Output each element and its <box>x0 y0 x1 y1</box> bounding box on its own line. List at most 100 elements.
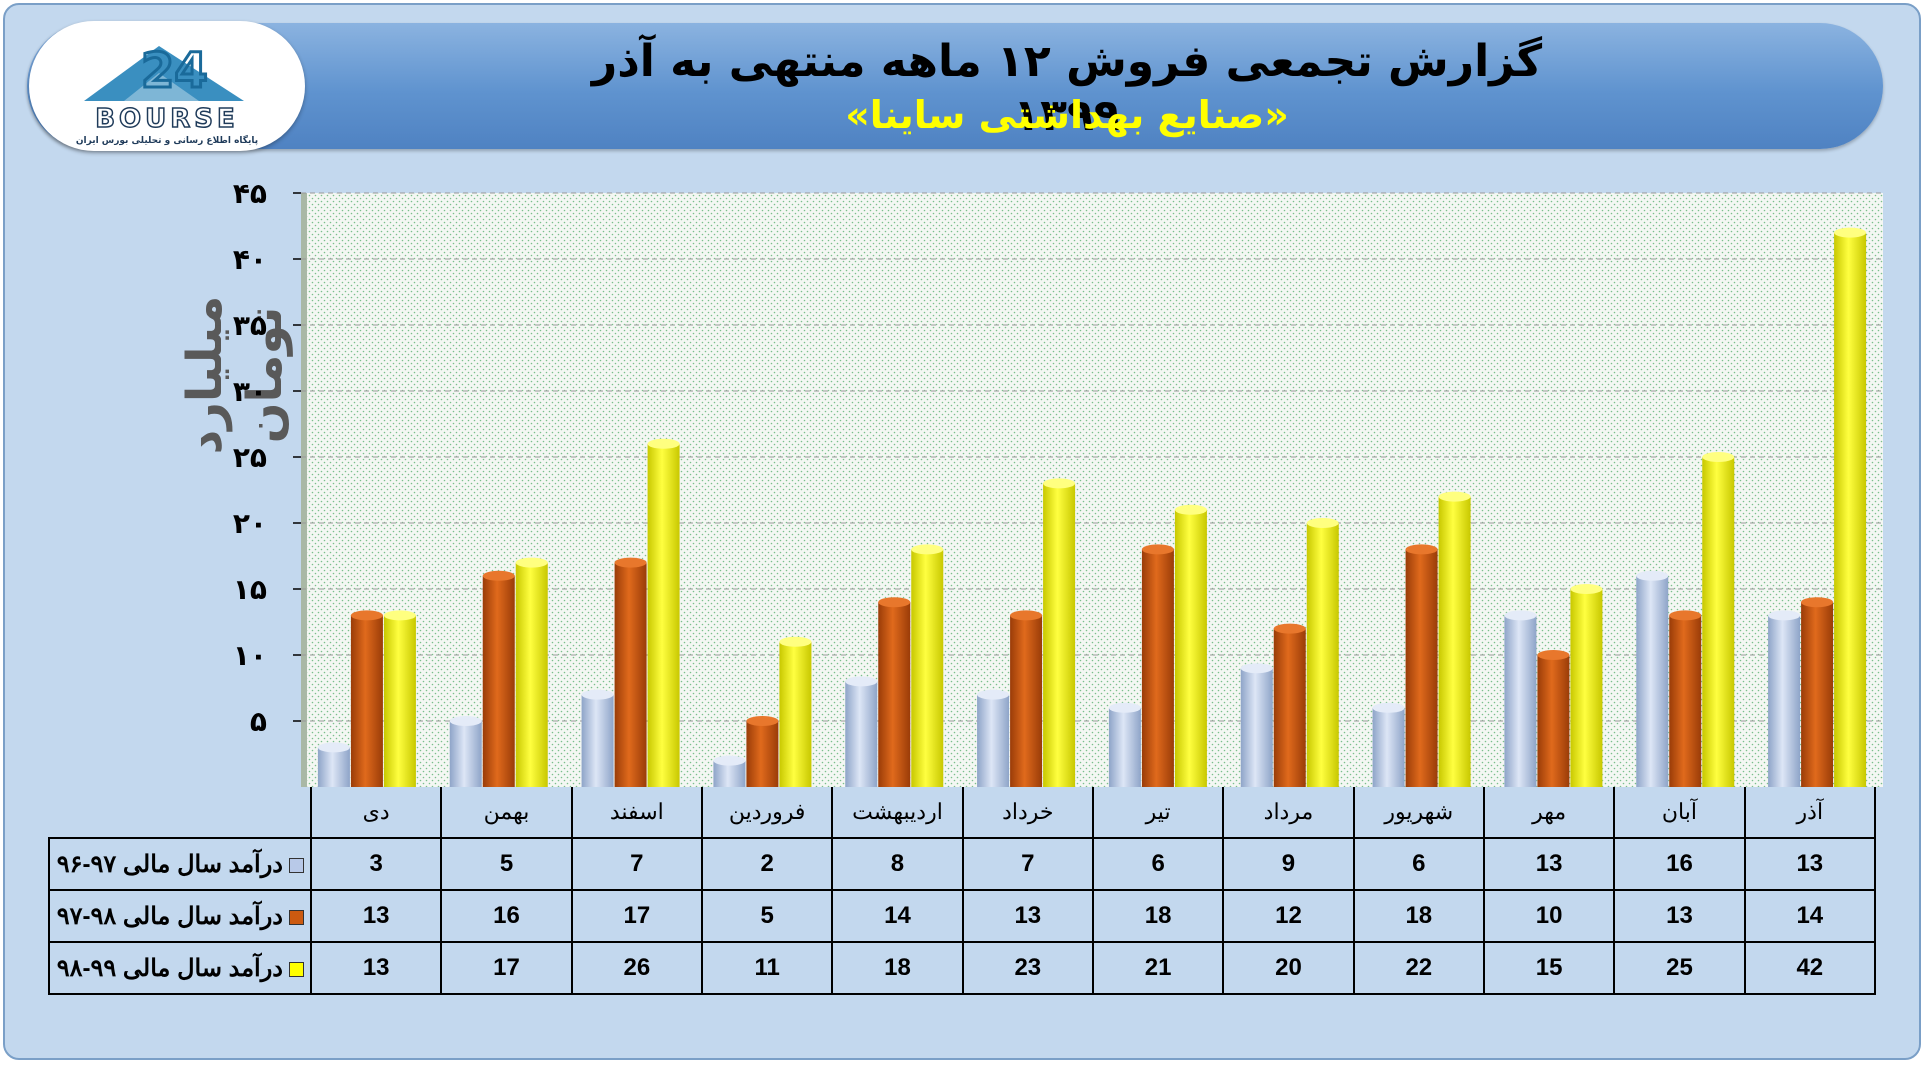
bar-cap <box>1537 650 1570 660</box>
header-banner: گزارش تجمعی فروش ۱۲ ماهه منتهی به آذر ۱۳… <box>27 23 1883 149</box>
bar-body <box>878 602 911 787</box>
data-cell: 5 <box>440 837 573 891</box>
bar-cap <box>515 557 548 568</box>
bar-cap <box>1768 610 1801 621</box>
bar-cap <box>647 438 680 449</box>
bar-cap <box>845 676 878 687</box>
bar-series-0 <box>1108 702 1141 787</box>
category-label: بهمن <box>440 787 573 839</box>
series-label-0: درآمد سال مالی ۹۷-۹۶ <box>48 837 312 891</box>
data-cell: 14 <box>831 889 964 943</box>
category-label: آبان <box>1613 787 1746 839</box>
bar-body <box>746 721 779 787</box>
data-cell: 6 <box>1352 837 1485 891</box>
bar-series-2 <box>647 438 680 787</box>
bar-series-0 <box>1636 570 1669 787</box>
y-tick-label: ۲۵ <box>233 441 267 474</box>
bar-body <box>581 694 614 787</box>
series-label-2: درآمد سال مالی ۹۹-۹۸ <box>48 941 312 995</box>
bar-cap <box>1273 623 1306 634</box>
category-label: شهریور <box>1352 787 1485 839</box>
bar-body <box>449 721 482 787</box>
bar-series-0 <box>449 716 482 787</box>
bar-series-1 <box>1537 650 1570 787</box>
report-frame: گزارش تجمعی فروش ۱۲ ماهه منتهی به آذر ۱۳… <box>3 3 1921 1060</box>
y-tick-label: ۳۵ <box>233 309 267 342</box>
category-label: مرداد <box>1222 787 1355 839</box>
data-cell: 18 <box>1091 889 1225 943</box>
bar-series-2 <box>1043 478 1076 787</box>
bar-chart: ۵ ۱۰ ۱۵ ۲۰ ۲۵ ۳۰ ۳۵ ۴۰ ۴۵ <box>233 177 1883 788</box>
plot-area <box>301 193 1883 787</box>
bourse24-logo: 24 BOURSE پایگاه اطلاع رسانی و تحلیلی بو… <box>29 21 305 151</box>
bar-cap <box>581 689 614 700</box>
y-tick-label: ۴۰ <box>233 243 267 276</box>
bar-body <box>977 694 1010 787</box>
bar-body <box>1768 615 1801 787</box>
category-label: مهر <box>1482 787 1616 839</box>
bar-cap <box>1141 544 1174 555</box>
y-tick-label: ۳۰ <box>233 375 267 408</box>
bar-cap <box>1405 544 1438 555</box>
category-label: آذر <box>1743 787 1877 839</box>
data-cell: 22 <box>1352 941 1485 995</box>
data-cell: 15 <box>1482 941 1616 995</box>
bar-body <box>1669 615 1702 787</box>
bar-cap <box>1010 610 1043 621</box>
bar-series-0 <box>1768 610 1801 787</box>
bar-body <box>482 575 515 787</box>
bar-cap <box>383 610 416 621</box>
data-cell: 13 <box>961 889 1094 943</box>
bar-series-0 <box>1372 702 1405 787</box>
bar-cap <box>1669 610 1702 621</box>
data-cell: 7 <box>961 837 1094 891</box>
logo-brand: BOURSE <box>95 104 239 134</box>
data-cell: 6 <box>1091 837 1225 891</box>
bar-body <box>1372 707 1405 787</box>
data-cell: 3 <box>309 837 443 891</box>
bar-cap <box>482 570 515 581</box>
bar-series-2 <box>1702 452 1735 787</box>
data-cell: 9 <box>1222 837 1355 891</box>
legend-swatch-0 <box>289 857 304 873</box>
bar-series-1 <box>1801 597 1834 787</box>
bar-body <box>1834 232 1867 788</box>
bar-series-1 <box>1273 623 1306 787</box>
bar-body <box>779 641 812 787</box>
svg-text:24: 24 <box>141 43 208 99</box>
bar-series-2 <box>911 544 944 787</box>
bar-series-0 <box>845 676 878 787</box>
data-cell: 16 <box>1613 837 1746 891</box>
data-cell: 18 <box>1352 889 1485 943</box>
bar-body <box>350 615 383 787</box>
data-cell: 16 <box>440 889 573 943</box>
report-title: گزارش تجمعی فروش ۱۲ ماهه منتهی به آذر ۱۳… <box>591 36 1543 141</box>
bar-series-2 <box>779 636 812 787</box>
bar-body <box>1174 509 1207 787</box>
bar-cap <box>1702 452 1735 462</box>
bar-body <box>1537 655 1570 787</box>
bar-series-0 <box>1504 610 1537 787</box>
data-cell: 20 <box>1222 941 1355 995</box>
bar-body <box>515 562 548 787</box>
y-tick-label: ۲۰ <box>233 507 267 540</box>
bar-series-1 <box>746 716 779 787</box>
data-cell: 13 <box>1743 837 1877 891</box>
bar-cap <box>1043 478 1076 489</box>
bar-cap <box>779 636 812 647</box>
bar-series-2 <box>515 557 548 787</box>
bar-series-1 <box>482 570 515 787</box>
bar-cap <box>1240 663 1273 674</box>
plot-left-wall <box>301 193 307 787</box>
bar-cap <box>1108 702 1141 713</box>
series-label-1: درآمد سال مالی ۹۸-۹۷ <box>48 889 312 943</box>
bar-body <box>1405 549 1438 787</box>
data-cell: 11 <box>700 941 834 995</box>
bar-body <box>614 562 647 787</box>
bar-cap <box>614 557 647 568</box>
data-cell: 42 <box>1743 941 1877 995</box>
category-label: اسفند <box>570 787 703 839</box>
bar-body <box>1702 457 1735 787</box>
bar-body <box>317 747 350 787</box>
bar-body <box>1043 483 1076 787</box>
